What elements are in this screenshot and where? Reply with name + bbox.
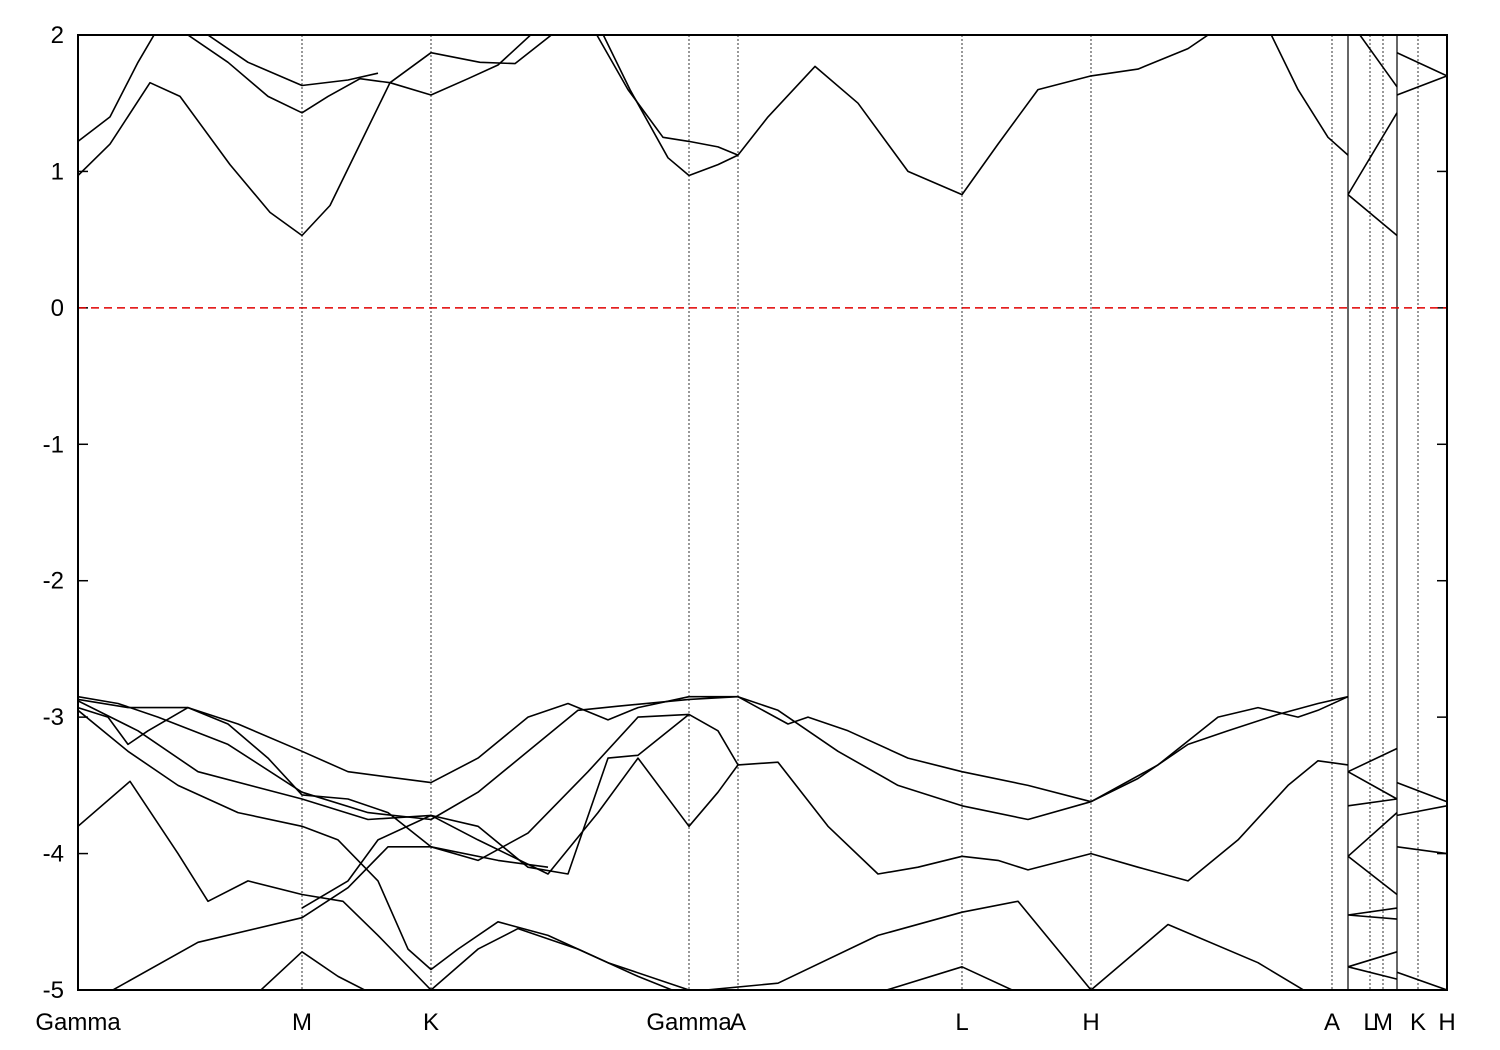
bands [78,35,1447,990]
band-line [111,846,549,990]
y-tick-label: 1 [51,158,64,185]
band-line [1347,747,1398,980]
x-tick-label: Gamma [646,1009,732,1036]
y-tick-label: -2 [43,568,64,595]
y-tick-label: 2 [51,22,64,49]
band-line [259,951,1015,990]
band-line [301,713,690,909]
x-tick-label: K [1410,1009,1426,1036]
y-tick-label: -5 [43,977,64,1004]
band-line [78,35,1447,237]
band-line [78,709,690,990]
band-line [206,35,1447,88]
x-tick-label: M [292,1009,312,1036]
x-tick-label: L [955,1009,968,1036]
band-line [78,706,1349,882]
x-tick-label: M [1373,1009,1393,1036]
band-line [78,695,1349,803]
x-tick-label: A [730,1009,746,1036]
plot-frame [77,34,1448,991]
band-line [1396,781,1447,990]
band-line [78,700,739,875]
x-tick-label: H [1082,1009,1099,1036]
x-tick-label: H [1438,1009,1455,1036]
x-tick-label: A [1324,1009,1340,1036]
y-tick-label: 0 [51,295,64,322]
y-tick-label: -4 [43,841,64,868]
band-line [78,780,675,990]
y-tick-label: -1 [43,431,64,458]
y-tick-label: -3 [43,704,64,731]
x-tick-label: L [1363,1009,1376,1036]
x-tick-label: Gamma [35,1009,121,1036]
band-line [697,900,1306,990]
band-line [78,35,1398,237]
x-tick-label: K [423,1009,439,1036]
